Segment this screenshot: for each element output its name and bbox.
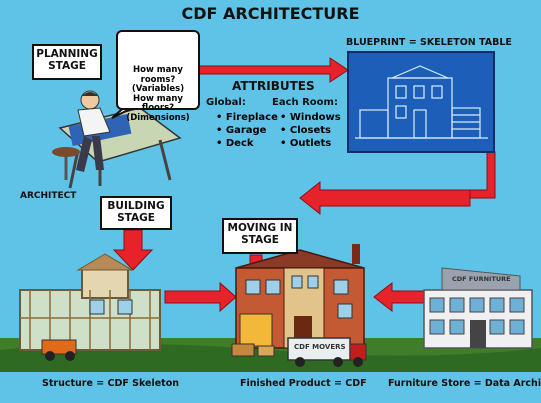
house-structure-image	[19, 253, 161, 361]
arrow-building-down	[112, 229, 154, 271]
page-title: CDF ARCHITECTURE	[181, 4, 360, 23]
caption-finished: Finished Product = CDF	[240, 378, 367, 389]
arrow-to-building	[299, 180, 471, 216]
blueprint-label: BLUEPRINT = SKELETON TABLE	[346, 37, 512, 48]
bubble-floors-note: (Dimensions)	[126, 112, 190, 123]
list-item: • Closets	[280, 125, 331, 136]
architect-figure	[52, 90, 182, 189]
arrow-to-finished	[164, 281, 237, 313]
furniture-store-image	[423, 267, 533, 349]
list-item: • Deck	[216, 138, 254, 149]
arrow-blueprint-down	[469, 151, 496, 199]
attributes-global-label: Global:	[206, 97, 246, 108]
moving-in-stage-label: MOVING IN STAGE	[222, 218, 298, 254]
planning-stage-label: PLANNING STAGE	[32, 44, 102, 80]
caption-furniture: Furniture Store = Data Archive	[388, 378, 541, 389]
bubble-rooms-note: (Variables)	[131, 84, 185, 95]
architect-label: ARCHITECT	[20, 191, 77, 201]
bubble-floors-question: How many floors?	[133, 93, 183, 114]
caption-structure: Structure = CDF Skeleton	[42, 378, 180, 389]
attributes-heading: ATTRIBUTES	[232, 79, 315, 93]
store-sign-text: CDF FURNITURE	[452, 275, 511, 283]
list-item: • Fireplace	[216, 112, 278, 123]
list-item: • Outlets	[280, 138, 332, 149]
list-item: • Windows	[280, 112, 341, 123]
bubble-rooms-question: How many rooms?	[133, 65, 183, 85]
truck-text: CDF MOVERS	[294, 343, 346, 351]
blueprint-image	[347, 51, 495, 153]
question-bubble: How many rooms? (Variables) How many flo…	[116, 30, 200, 123]
room-attributes-list: • Windows • Closets • Outlets	[280, 111, 341, 150]
building-stage-label: BUILDING STAGE	[100, 196, 172, 230]
finished-house-image	[231, 244, 367, 367]
global-attributes-list: • Fireplace • Garage • Deck	[216, 111, 278, 150]
arrow-from-store	[373, 281, 426, 313]
arrow-to-blueprint	[197, 57, 349, 83]
list-item: • Garage	[216, 125, 267, 136]
caption-strip	[0, 372, 541, 403]
attributes-room-label: Each Room:	[272, 97, 338, 108]
